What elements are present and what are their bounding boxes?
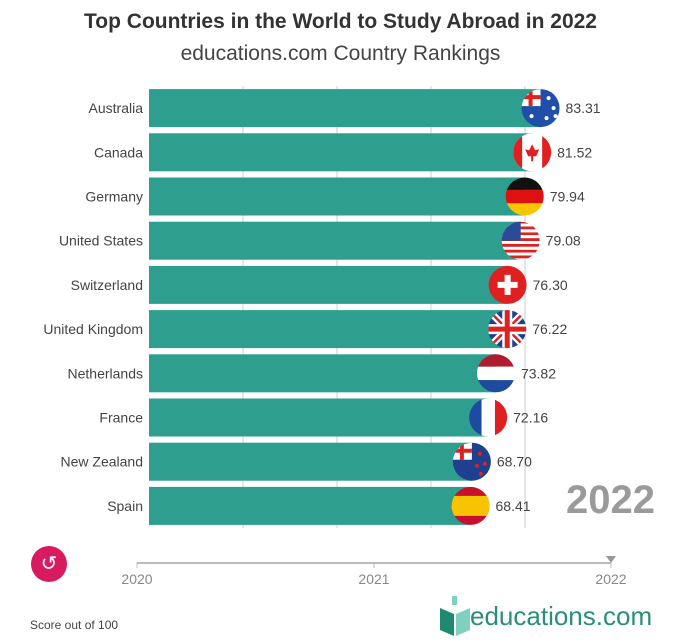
flag-icon	[488, 265, 527, 304]
bar	[149, 177, 525, 216]
category-label: United States	[59, 233, 143, 249]
value-label: 68.70	[497, 454, 532, 470]
timeline-handle[interactable]	[606, 556, 616, 563]
flag-icon	[505, 177, 544, 216]
replay-button[interactable]: ↺	[31, 546, 67, 582]
category-label: United Kingdom	[43, 321, 143, 337]
value-label: 68.41	[496, 498, 531, 514]
category-label: Germany	[85, 189, 143, 205]
value-label: 83.31	[566, 100, 601, 116]
bar	[149, 89, 541, 128]
footnote: Score out of 100	[30, 618, 119, 632]
value-label: 73.82	[521, 365, 556, 381]
category-label: Spain	[107, 498, 143, 514]
category-label: Netherlands	[68, 365, 144, 381]
flag-icon	[521, 89, 560, 128]
timeline-tick-label[interactable]: 2021	[358, 571, 389, 587]
value-label: 76.22	[532, 321, 567, 337]
category-label: France	[99, 410, 143, 426]
category-label: New Zealand	[61, 454, 144, 470]
category-label: Australia	[89, 100, 144, 116]
value-label: 79.94	[550, 189, 585, 205]
category-label: Switzerland	[71, 277, 143, 293]
current-year-label: 2022	[566, 478, 655, 522]
bar	[149, 265, 508, 304]
logo: educations.com	[440, 596, 652, 636]
replay-icon: ↺	[40, 553, 58, 575]
value-label: 79.08	[546, 233, 581, 249]
category-label: Canada	[94, 144, 143, 160]
flag-icon	[451, 486, 490, 525]
bar	[149, 398, 489, 437]
timeline-tick-label[interactable]: 2022	[595, 571, 626, 587]
bar	[149, 486, 471, 525]
book-logo-icon	[440, 596, 470, 636]
chart-subtitle: educations.com Country Rankings	[180, 42, 501, 65]
value-label: 76.30	[533, 277, 568, 293]
bar	[149, 310, 508, 349]
bar	[149, 221, 521, 260]
bar	[149, 442, 472, 481]
value-label: 81.52	[557, 144, 592, 160]
chart-title: Top Countries in the World to Study Abro…	[84, 10, 597, 33]
bar	[149, 133, 533, 172]
logo-text: educations.com	[470, 600, 653, 631]
value-label: 72.16	[513, 410, 548, 426]
flag-icon	[488, 310, 527, 349]
flag-icon	[476, 354, 515, 393]
flag-icon	[469, 398, 508, 437]
flag-icon	[513, 133, 552, 172]
timeline-tick-label[interactable]: 2020	[121, 571, 152, 587]
bar	[149, 354, 496, 393]
